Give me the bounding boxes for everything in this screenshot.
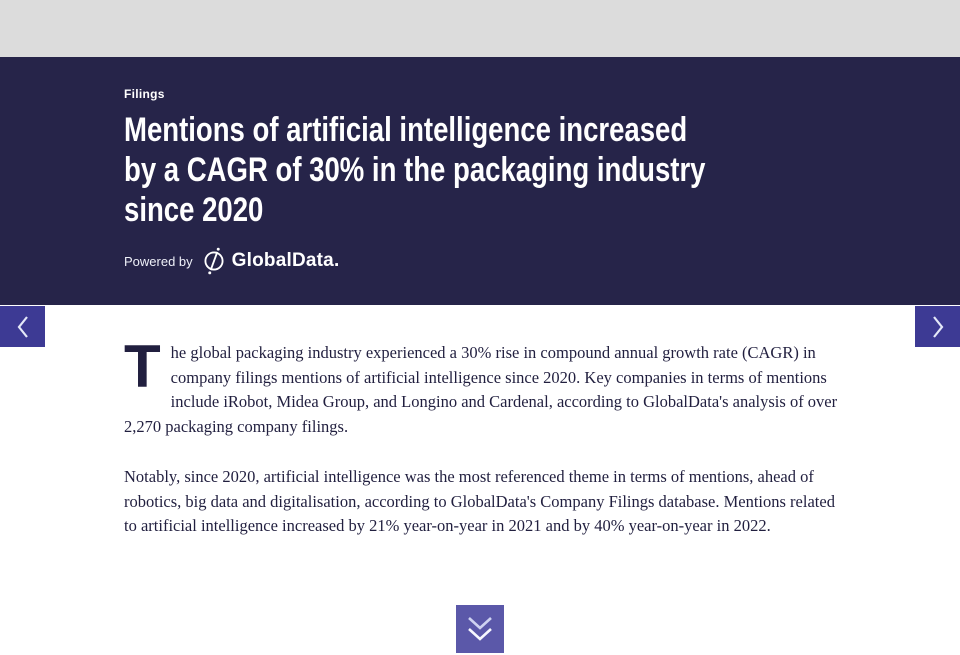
powered-by-row: Powered by GlobalData. (124, 247, 740, 275)
headline-line: Mentions of artificial intelligence incr… (124, 111, 688, 149)
powered-by-label: Powered by (124, 253, 193, 269)
paragraph-text: he global packaging industry experienced… (124, 343, 838, 436)
category-label: Filings (124, 87, 165, 101)
chevron-right-icon (930, 314, 946, 340)
top-bar (0, 0, 960, 57)
globaldata-logo-icon (202, 247, 226, 275)
next-article-button[interactable] (915, 306, 960, 347)
previous-article-button[interactable] (0, 306, 45, 347)
article-paragraph: Notably, since 2020, artificial intellig… (124, 465, 838, 539)
drop-cap: T (124, 333, 161, 400)
paragraph-text: Notably, since 2020, artificial intellig… (124, 467, 835, 535)
headline-line: since 2020 (124, 191, 264, 229)
article-hero-header: Filings Mentions of artificial intellige… (0, 57, 960, 305)
headline-line: by a CAGR of 30% in the packaging indust… (124, 151, 706, 189)
chevron-left-icon (15, 314, 31, 340)
double-chevron-down-icon (465, 616, 495, 643)
page-title: Mentions of artificial intelligence incr… (124, 110, 740, 230)
globaldata-logo[interactable]: GlobalData. (202, 247, 340, 275)
globaldata-logo-text: GlobalData. (231, 250, 340, 271)
scroll-down-button[interactable] (456, 605, 504, 653)
